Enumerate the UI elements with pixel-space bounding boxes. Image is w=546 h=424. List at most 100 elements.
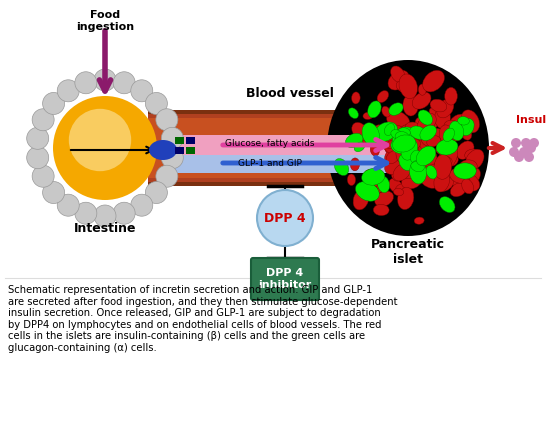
- Circle shape: [57, 194, 79, 216]
- Bar: [175, 147, 184, 154]
- Circle shape: [94, 69, 116, 91]
- Circle shape: [511, 138, 521, 148]
- Circle shape: [145, 92, 168, 114]
- Ellipse shape: [367, 171, 379, 188]
- Ellipse shape: [438, 152, 458, 167]
- Ellipse shape: [423, 70, 444, 92]
- Ellipse shape: [402, 148, 416, 159]
- Bar: [168, 135, 400, 155]
- Ellipse shape: [396, 138, 414, 154]
- Ellipse shape: [390, 66, 405, 82]
- Ellipse shape: [419, 126, 434, 137]
- Text: Glucose, fatty acids: Glucose, fatty acids: [225, 139, 314, 148]
- Ellipse shape: [404, 149, 416, 157]
- Circle shape: [524, 152, 534, 162]
- Ellipse shape: [459, 160, 477, 173]
- Circle shape: [156, 165, 178, 187]
- Ellipse shape: [367, 101, 381, 118]
- Ellipse shape: [418, 167, 440, 188]
- Ellipse shape: [410, 150, 420, 163]
- Ellipse shape: [443, 172, 452, 182]
- Ellipse shape: [436, 152, 450, 170]
- Bar: [168, 155, 400, 173]
- Ellipse shape: [412, 140, 427, 157]
- Ellipse shape: [411, 162, 424, 172]
- Ellipse shape: [404, 123, 421, 146]
- Circle shape: [529, 138, 539, 148]
- Ellipse shape: [409, 154, 419, 162]
- Circle shape: [32, 165, 54, 187]
- Ellipse shape: [375, 191, 394, 206]
- Ellipse shape: [377, 176, 390, 192]
- Ellipse shape: [447, 150, 457, 165]
- Ellipse shape: [405, 122, 422, 134]
- Ellipse shape: [416, 131, 430, 145]
- Ellipse shape: [398, 138, 407, 148]
- Ellipse shape: [390, 125, 408, 143]
- Ellipse shape: [450, 176, 464, 188]
- Ellipse shape: [440, 197, 455, 212]
- Circle shape: [27, 147, 49, 169]
- Ellipse shape: [395, 134, 406, 148]
- Ellipse shape: [416, 145, 437, 165]
- Ellipse shape: [460, 173, 480, 191]
- Ellipse shape: [377, 91, 389, 103]
- Ellipse shape: [462, 179, 473, 194]
- Bar: [186, 137, 195, 144]
- Ellipse shape: [418, 113, 436, 132]
- Ellipse shape: [456, 141, 474, 159]
- Ellipse shape: [422, 128, 446, 147]
- Circle shape: [509, 147, 519, 157]
- Ellipse shape: [371, 174, 385, 193]
- Circle shape: [161, 147, 183, 169]
- Ellipse shape: [434, 155, 452, 179]
- Ellipse shape: [334, 159, 349, 176]
- Ellipse shape: [437, 99, 454, 118]
- Circle shape: [514, 152, 524, 162]
- Bar: [148, 114, 420, 182]
- Ellipse shape: [461, 110, 479, 133]
- Circle shape: [113, 72, 135, 94]
- Ellipse shape: [397, 154, 416, 179]
- Circle shape: [130, 80, 153, 102]
- Ellipse shape: [393, 150, 403, 160]
- Ellipse shape: [436, 156, 452, 169]
- Ellipse shape: [401, 137, 416, 148]
- Ellipse shape: [454, 163, 476, 179]
- Ellipse shape: [364, 169, 383, 183]
- Ellipse shape: [438, 112, 450, 127]
- Text: DPP 4: DPP 4: [264, 212, 306, 224]
- Ellipse shape: [457, 116, 476, 130]
- Bar: [175, 137, 184, 144]
- Text: Food
ingestion: Food ingestion: [76, 10, 134, 32]
- Ellipse shape: [400, 138, 412, 155]
- Circle shape: [53, 96, 157, 200]
- Ellipse shape: [400, 137, 418, 156]
- Circle shape: [94, 205, 116, 227]
- Ellipse shape: [465, 149, 484, 170]
- Circle shape: [130, 194, 153, 216]
- Ellipse shape: [450, 114, 468, 129]
- Ellipse shape: [374, 122, 397, 142]
- Ellipse shape: [373, 139, 383, 147]
- Ellipse shape: [394, 188, 403, 196]
- Ellipse shape: [384, 123, 395, 135]
- Ellipse shape: [403, 142, 412, 153]
- Ellipse shape: [382, 106, 390, 117]
- Ellipse shape: [389, 179, 402, 193]
- Ellipse shape: [383, 139, 401, 155]
- Ellipse shape: [436, 147, 446, 155]
- Ellipse shape: [393, 164, 411, 181]
- Ellipse shape: [414, 217, 424, 224]
- Ellipse shape: [436, 139, 458, 155]
- Ellipse shape: [418, 136, 432, 151]
- Ellipse shape: [397, 128, 410, 137]
- Circle shape: [161, 127, 183, 149]
- Ellipse shape: [398, 150, 408, 160]
- Bar: [148, 110, 420, 186]
- Ellipse shape: [384, 134, 407, 154]
- Ellipse shape: [397, 132, 406, 143]
- Ellipse shape: [458, 117, 470, 125]
- Ellipse shape: [362, 123, 379, 146]
- Ellipse shape: [392, 146, 416, 165]
